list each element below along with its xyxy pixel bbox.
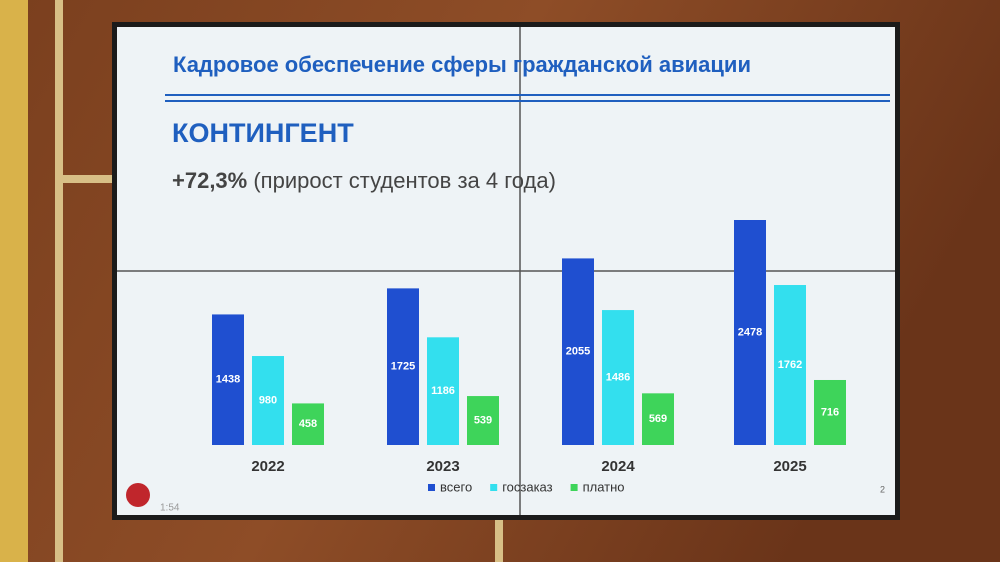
x-tick-label: 2023 <box>426 458 459 475</box>
x-tick-label: 2025 <box>773 458 806 475</box>
bar <box>467 396 499 445</box>
x-tick-label: 2024 <box>601 458 635 475</box>
wall-trim <box>55 0 63 562</box>
wall-edge <box>0 0 28 562</box>
value-label: 458 <box>299 418 317 430</box>
value-label: 2478 <box>738 326 762 338</box>
legend-swatch <box>570 484 578 491</box>
bar <box>562 258 594 445</box>
bar <box>814 379 846 445</box>
logo <box>126 483 150 507</box>
bar <box>774 285 806 445</box>
value-label: 569 <box>649 413 667 425</box>
bar <box>387 288 419 445</box>
bar <box>292 403 324 445</box>
value-label: 1486 <box>606 371 630 383</box>
slide-title: Кадровое обеспечение сферы гражданской а… <box>173 52 751 77</box>
bar <box>642 393 674 445</box>
value-label: 1762 <box>778 359 802 371</box>
subtitle-line: +72,3% (прирост студентов за 4 года) <box>172 168 556 193</box>
value-label: 1438 <box>216 374 240 386</box>
legend-label: платно <box>583 479 625 494</box>
value-label: 980 <box>259 394 277 406</box>
highlight: +72,3% <box>172 168 247 193</box>
bar <box>427 337 459 445</box>
legend-swatch <box>490 484 498 491</box>
page-number: 2 <box>880 484 885 494</box>
x-tick-label: 2022 <box>251 458 284 475</box>
bar <box>252 356 284 445</box>
value-label: 2055 <box>566 346 590 358</box>
value-label: 1186 <box>431 385 455 397</box>
subtitle: (прирост студентов за 4 года) <box>253 168 556 193</box>
heading: КОНТИНГЕНТ <box>172 118 354 148</box>
legend-swatch <box>428 484 435 491</box>
legend-label: госзаказ <box>502 479 552 494</box>
bar <box>602 310 634 445</box>
value-label: 539 <box>474 414 492 426</box>
wall-trim <box>55 175 115 183</box>
wall-trim <box>495 510 503 562</box>
bar <box>734 220 766 445</box>
value-label: 1725 <box>391 361 415 373</box>
bar <box>212 314 244 445</box>
legend-label: всего <box>440 479 472 494</box>
timer: 1:54 <box>160 503 180 514</box>
value-label: 716 <box>821 406 839 418</box>
